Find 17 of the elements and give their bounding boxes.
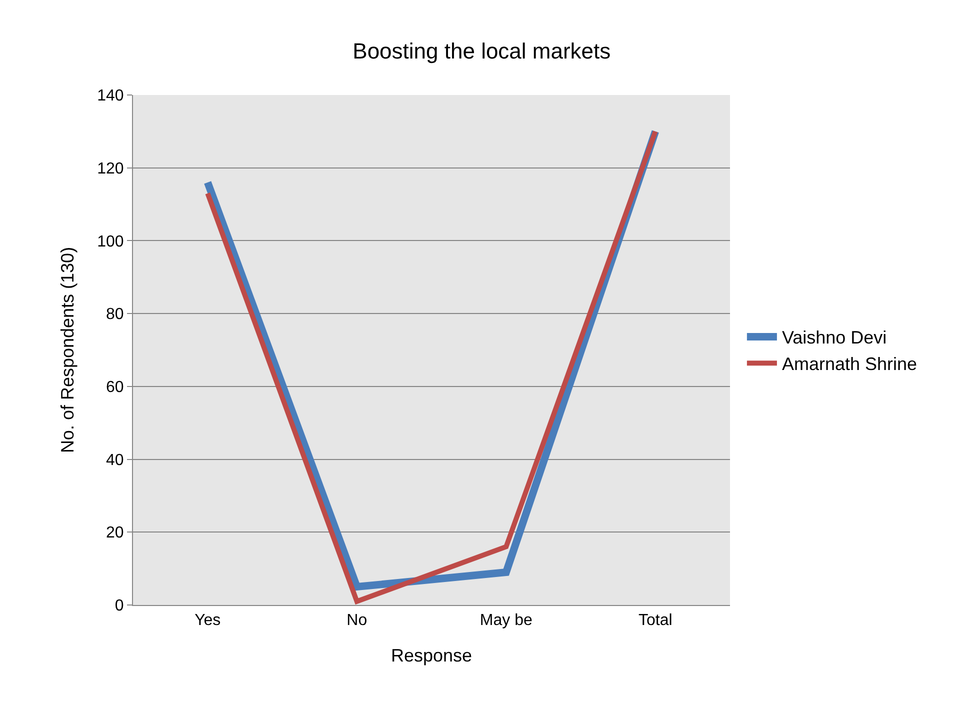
x-axis-title: Response (390, 645, 472, 666)
y-tick-label: 100 (97, 233, 124, 250)
chart-title: Boosting the local markets (352, 38, 611, 64)
y-tick-label: 40 (106, 452, 124, 469)
y-tick-label: 140 (97, 88, 124, 105)
legend-label: Amarnath Shrine (782, 354, 918, 374)
legend-label: Vaishno Devi (782, 328, 887, 348)
y-tick-label: 120 (97, 160, 124, 178)
y-axis-title: No. of Respondents (130) (57, 246, 78, 454)
y-tick-label: 60 (106, 379, 124, 396)
y-tick-label: 0 (114, 598, 124, 615)
x-tick-label: Total (638, 612, 672, 630)
x-tick-label: Yes (194, 612, 221, 630)
y-tick-label: 20 (106, 524, 124, 542)
x-tick-label: May be (480, 612, 532, 630)
y-tick-label: 80 (106, 306, 124, 324)
x-tick-label: No (346, 612, 368, 630)
